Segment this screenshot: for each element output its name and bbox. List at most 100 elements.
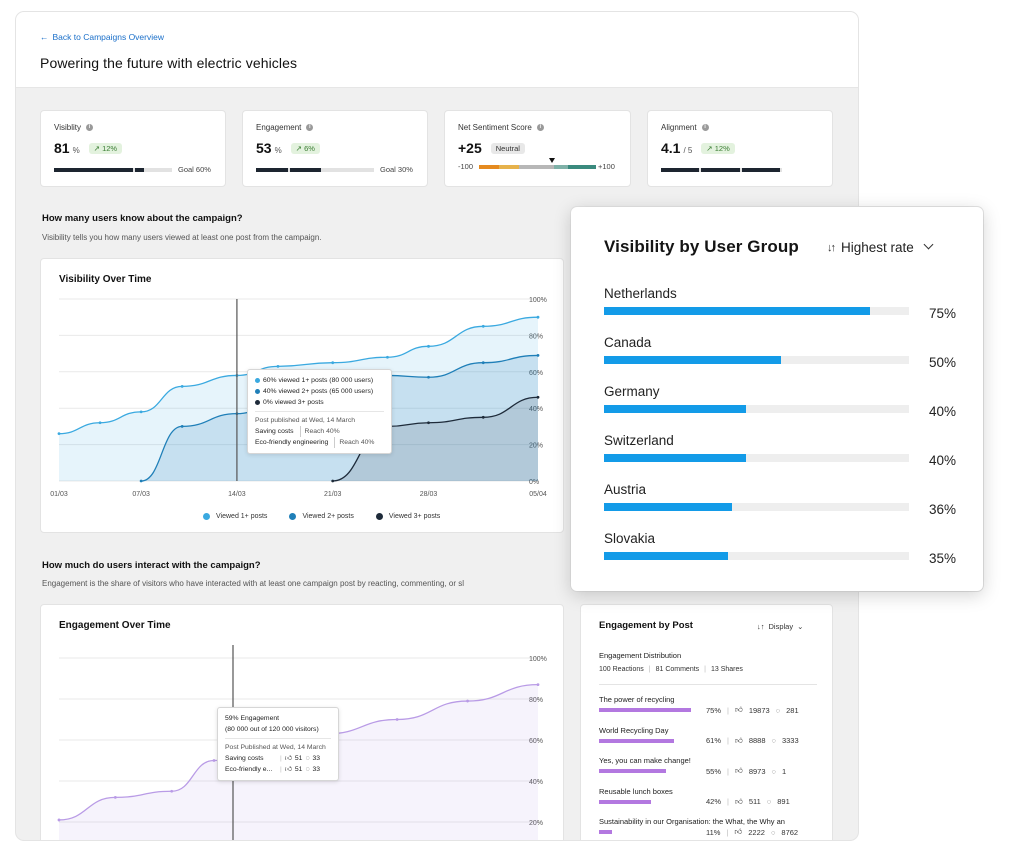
tooltip-published: Post Published at Wed, 14 March [225,744,326,751]
info-icon[interactable]: i [701,124,709,131]
tooltip-row3: 0% viewed 3+ posts [263,399,324,406]
y-tick-label: 80% [529,333,543,340]
tooltip-post1-comments: 33 [312,755,321,762]
comment-icon: ◌ [770,827,776,837]
data-point [427,421,430,425]
user-group-value: 40% [928,404,956,419]
reactions-count: 100 Reactions [599,666,644,673]
user-group-name: Germany [604,384,660,399]
comment-icon: ◌ [771,766,776,776]
user-group-name: Slovakia [604,531,656,546]
tooltip-post1-name: Saving costs [225,755,264,762]
comment-icon: ◌ [305,755,310,762]
user-group-row[interactable]: Austria 36% [604,482,956,531]
legend-item[interactable]: Viewed 3+ posts [375,513,440,520]
tooltip-line2: (80 000 out of 120 000 visitors) [225,726,319,733]
display-dropdown[interactable]: ↓↑ Display ⌄ [757,622,803,631]
series-dot [255,400,260,405]
post-stats: 11% | 👍︎ 2222 ◌ 8762 [706,827,798,837]
divider: | [726,827,729,837]
info-icon[interactable]: i [306,124,314,131]
post-list-item[interactable]: Yes, you can make change! 55% | 👍︎ 8973 ◌ 1 [599,756,823,786]
tooltip-post2-likes: 51 [294,766,303,773]
kpi-alignment-value: 4.1 [661,140,681,156]
user-group-row[interactable]: Slovakia 35% [604,531,956,580]
sort-icon: ↓↑ [827,241,836,254]
kpi-alignment-label: Alignment [661,123,697,132]
post-list-item[interactable]: Reusable lunch boxes 42% | 👍︎ 511 ◌ 891 [599,787,823,817]
y-tick-label: 20% [529,820,543,827]
comment-icon: ◌ [305,766,310,773]
user-group-row[interactable]: Canada 50% [604,335,956,384]
post-list-item[interactable]: World Recycling Day 61% | 👍︎ 8888 ◌ 3333 [599,726,823,756]
page-header: ← Back to Campaigns Overview Powering th… [16,12,858,88]
data-point [57,432,61,436]
user-group-name: Canada [604,335,652,350]
sentiment-segment-negative [479,165,499,169]
tooltip-post1-likes: 51 [294,755,303,762]
legend-item[interactable]: Viewed 2+ posts [289,513,354,520]
y-tick-label: 60% [529,370,543,377]
kpi-visibility-label: Visiblity [54,123,81,132]
divider: | [727,705,729,715]
user-group-bar-track [604,405,909,413]
progress-segment [256,168,288,172]
user-group-value: 36% [928,502,956,517]
user-group-bar [604,307,870,315]
kpi-sentiment-label: Net Sentiment Score [458,123,532,132]
trend-badge: ↗ 6% [290,143,320,154]
data-point [536,315,540,319]
legend-label: Viewed 1+ posts [216,513,268,520]
sentiment-max: +100 [598,162,615,171]
post-list-item[interactable]: The power of recycling 75% | 👍︎ 19873 ◌ 281 [599,695,823,725]
visibility-tooltip: 60% viewed 1+ posts (80 000 users) 40% v… [247,369,392,454]
tooltip-post1-reach: Reach 40% [299,426,340,437]
sort-dropdown-label: Highest rate [841,240,914,255]
trend-badge: ↗ 12% [88,143,123,154]
chevron-down-icon [923,239,934,250]
user-group-row[interactable]: Germany 40% [604,384,956,433]
sentiment-badge: Neutral [490,143,525,154]
sort-dropdown[interactable]: ↓↑ Highest rate [827,239,934,255]
user-group-panel-title: Visibility by User Group [604,237,799,256]
series-dot [255,378,260,383]
data-point [180,425,184,428]
data-point [481,361,485,365]
post-likes: 2222 [748,827,765,837]
back-link[interactable]: ← Back to Campaigns Overview [40,32,164,42]
comment-icon: ◌ [771,736,776,745]
x-tick-label: 28/03 [420,491,438,498]
progress-segment [742,168,780,172]
post-percent: 11% [706,827,721,837]
legend-label: Viewed 2+ posts [302,513,354,520]
y-tick-label: 60% [529,738,543,745]
user-group-row[interactable]: Netherlands 75% [604,286,956,335]
data-point [212,759,216,762]
engagement-chart-title: Engagement Over Time [59,620,171,631]
legend-item[interactable]: Viewed 1+ posts [203,513,267,520]
user-group-value: 40% [928,453,956,468]
comment-icon: ◌ [766,797,772,806]
post-likes: 19873 [748,705,770,715]
user-group-bar-track [604,503,909,511]
info-icon[interactable]: i [85,124,93,131]
x-tick-label: 21/03 [324,491,342,498]
post-list-item[interactable]: Sustainability in our Organisation: the … [599,817,823,840]
thumbs-up-icon: 👍︎ [734,766,743,775]
post-percent: 55% [706,766,722,776]
info-icon[interactable]: i [536,124,544,131]
display-dropdown-label: Display [768,622,794,631]
post-stats: 75% | 👍︎ 19873 ◌ 281 [706,705,799,715]
kpi-visibility-progress [54,168,172,172]
back-link-label: Back to Campaigns Overview [52,32,165,42]
divider: | [280,766,282,773]
sentiment-segment-positive [568,165,596,169]
data-point [466,699,469,703]
kpi-visibility-unit: % [72,146,80,155]
post-stats: 42% | 👍︎ 511 ◌ 891 [706,797,790,807]
user-group-value: 75% [928,306,956,321]
user-group-row[interactable]: Switzerland 40% [604,433,956,482]
post-title: Reusable lunch boxes [599,786,673,796]
tooltip-divider [255,411,384,412]
y-tick-label: 80% [529,697,543,704]
